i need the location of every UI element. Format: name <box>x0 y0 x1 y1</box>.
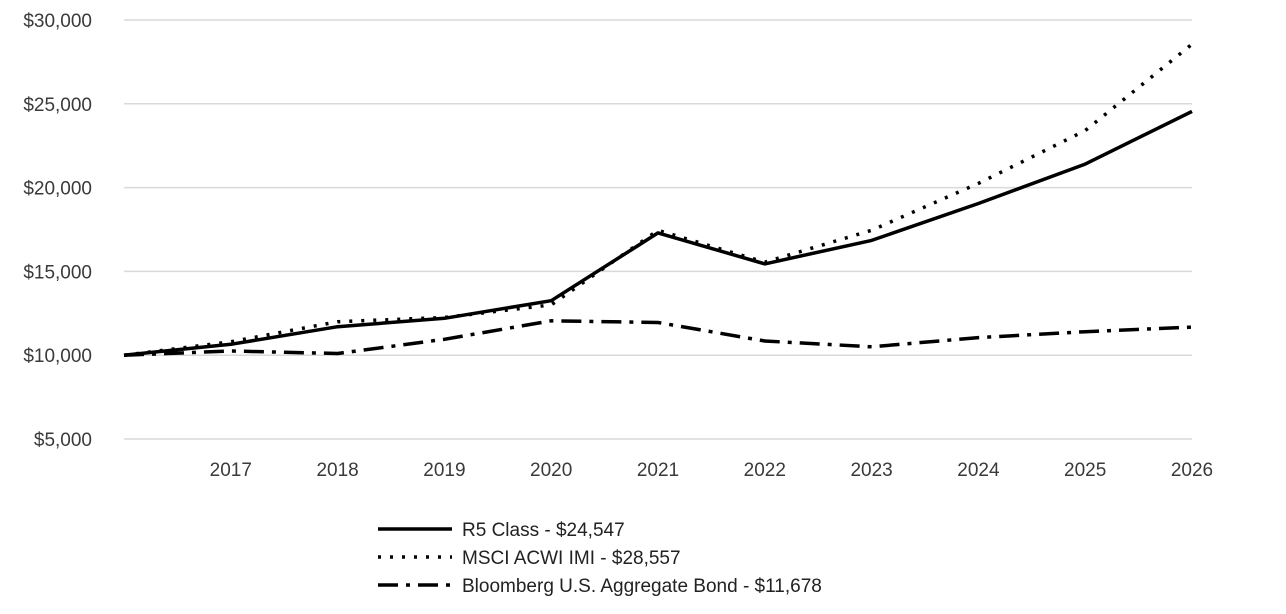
x-tick-label: 2020 <box>530 460 572 481</box>
x-tick-label: 2021 <box>637 460 679 481</box>
horizontal-gridlines <box>124 19 1192 440</box>
x-tick-label: 2018 <box>316 460 358 481</box>
series-line-dash-dot <box>123 319 1193 357</box>
y-tick-label: $20,000 <box>23 179 92 200</box>
x-tick-label: 2026 <box>1171 460 1213 481</box>
legend-label: Bloomberg U.S. Aggregate Bond - $11,678 <box>462 576 822 597</box>
legend-label: MSCI ACWI IMI - $28,557 <box>462 548 681 569</box>
x-axis-tick-labels: 2017 2018 2019 2020 2021 2022 2023 2024 2025 2026 <box>210 460 1213 481</box>
legend: R5 Class - $24,547 MSCI ACWI IMI - $28,55… <box>378 520 822 597</box>
series-lines <box>123 42 1194 357</box>
x-tick-label: 2019 <box>423 460 465 481</box>
y-tick-label: $10,000 <box>23 346 92 367</box>
x-tick-label: 2024 <box>957 460 1000 481</box>
x-tick-label: 2017 <box>210 460 252 481</box>
y-axis-tick-labels: $5,000 $10,000 $15,000 $20,000 $25,000 $30,00… <box>23 11 92 451</box>
y-tick-label: $30,000 <box>23 11 92 32</box>
y-tick-label: $25,000 <box>23 95 92 116</box>
x-tick-label: 2025 <box>1064 460 1106 481</box>
x-tick-label: 2022 <box>744 460 786 481</box>
y-tick-label: $15,000 <box>23 262 92 283</box>
series-line-solid <box>123 109 1193 357</box>
y-tick-label: $5,000 <box>34 430 92 451</box>
x-tick-label: 2023 <box>850 460 892 481</box>
legend-label: R5 Class - $24,547 <box>462 520 625 541</box>
series-line-dotted <box>123 42 1194 357</box>
